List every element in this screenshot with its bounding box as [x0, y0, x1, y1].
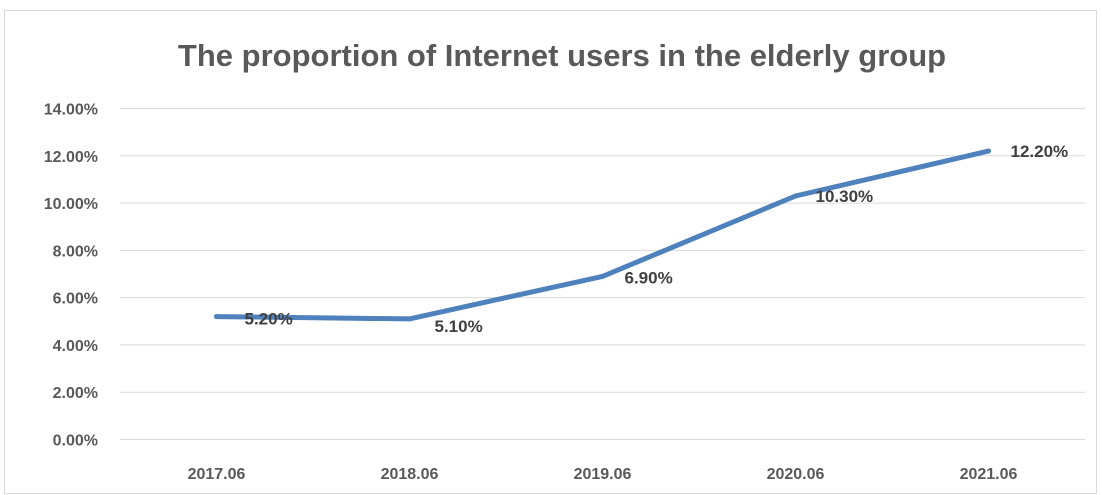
x-tick-label: 2018.06 — [381, 466, 439, 483]
data-point — [407, 316, 412, 322]
y-tick-label: 10.00% — [44, 196, 98, 213]
data-point — [793, 193, 798, 199]
y-tick-label: 8.00% — [53, 243, 98, 260]
data-label: 6.90% — [625, 268, 673, 287]
y-tick-label: 0.00% — [53, 433, 98, 450]
chart-title: The proportion of Internet users in the … — [178, 38, 946, 73]
data-label: 10.30% — [816, 187, 874, 206]
data-point — [986, 148, 991, 154]
y-tick-label: 4.00% — [53, 338, 98, 355]
data-label: 5.10% — [435, 317, 483, 336]
series-line — [214, 148, 991, 322]
data-point — [214, 314, 219, 320]
y-axis-tick-labels: 0.00% 2.00% 4.00% 6.00% 8.00% 10.00% 12.00% 14.… — [44, 102, 98, 450]
x-tick-label: 2021.06 — [960, 466, 1018, 483]
gridlines — [120, 108, 1085, 440]
x-tick-label: 2017.06 — [188, 466, 246, 483]
series-lines — [214, 148, 991, 322]
data-label: 12.20% — [1011, 142, 1069, 161]
y-tick-label: 12.00% — [44, 149, 98, 166]
x-tick-label: 2020.06 — [767, 466, 825, 483]
x-axis-tick-labels: 2017.06 2018.06 2019.06 2020.06 2021.06 — [188, 466, 1018, 483]
y-tick-label: 6.00% — [53, 291, 98, 308]
data-point — [600, 273, 605, 279]
chart-frame — [4, 10, 1097, 494]
data-labels: 5.20% 5.10% 6.90% 10.30% 12.20% — [245, 142, 1069, 336]
x-tick-label: 2019.06 — [574, 466, 632, 483]
y-tick-label: 2.00% — [53, 385, 98, 402]
y-tick-label: 14.00% — [44, 102, 98, 119]
data-label: 5.20% — [245, 310, 293, 329]
